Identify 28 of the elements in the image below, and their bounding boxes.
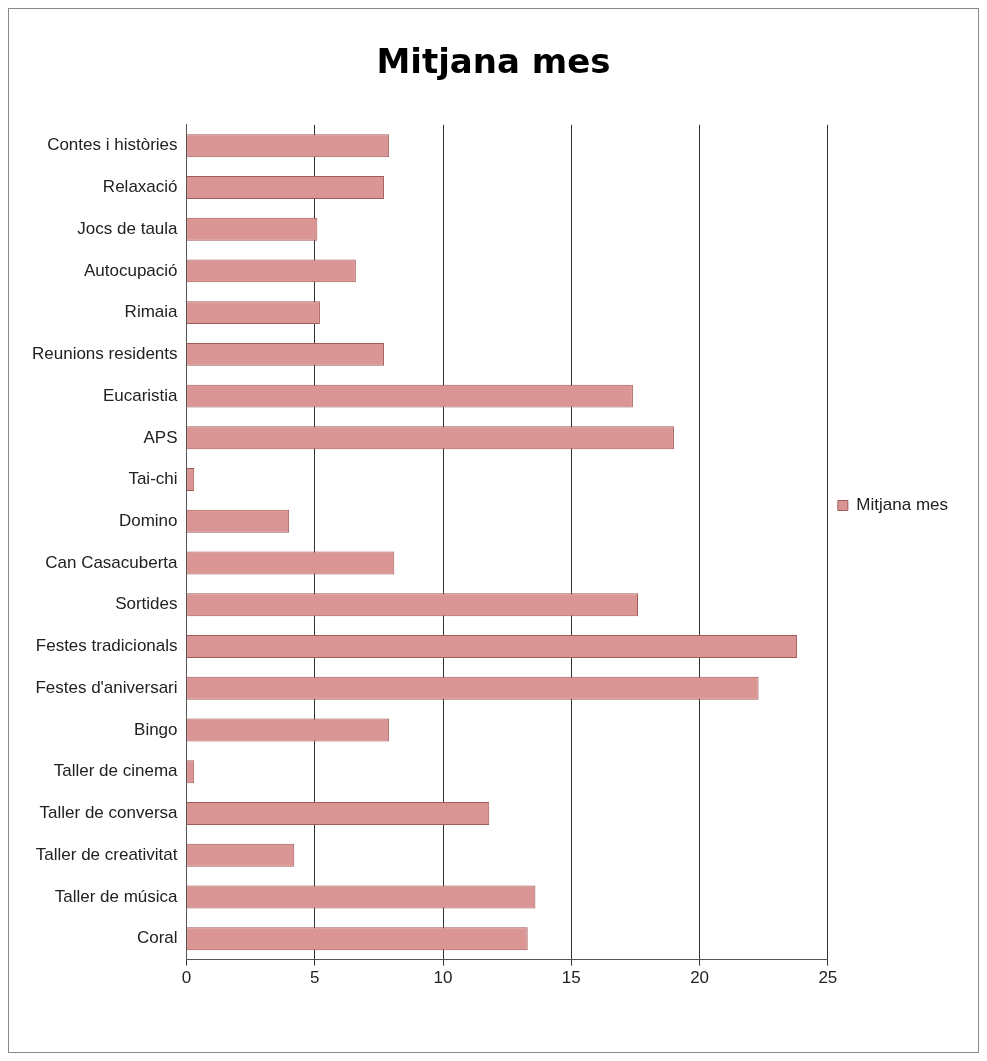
x-tick-label: 0 xyxy=(181,968,192,988)
y-tick-label: Sortides xyxy=(115,594,178,614)
y-tick-label: Taller de conversa xyxy=(39,803,179,823)
y-tick-label: Festes d'aniversari xyxy=(35,677,178,697)
y-tick-label: Festes tradicionals xyxy=(35,636,178,656)
y-tick-label: Taller de creativitat xyxy=(35,844,178,864)
y-tick-label: Jocs de taula xyxy=(77,218,179,238)
y-tick-label: Domino xyxy=(118,511,178,531)
x-tick-label: 10 xyxy=(433,968,453,988)
y-tick-label: Rimaia xyxy=(124,302,179,322)
x-tick-label: 15 xyxy=(561,968,581,988)
y-tick-label: Tai-chi xyxy=(128,469,178,489)
x-tick-label: 25 xyxy=(818,968,838,988)
y-tick-label: Contes i històries xyxy=(47,135,178,155)
y-tick-label: Reunions residents xyxy=(32,344,178,364)
legend-label: Mitjana mes xyxy=(856,495,948,515)
chart-title: Mitjana mes xyxy=(376,41,611,82)
y-tick-label: Relaxació xyxy=(102,177,178,197)
y-tick-label: Taller de cinema xyxy=(53,761,179,781)
y-tick-label: Eucaristia xyxy=(102,385,179,405)
x-tick-label: 20 xyxy=(690,968,710,988)
y-tick-label: Can Casacuberta xyxy=(45,552,179,572)
y-tick-label: Bingo xyxy=(134,719,178,739)
y-tick-label: APS xyxy=(143,427,178,447)
y-tick-label: Coral xyxy=(136,928,178,948)
y-tick-label: Autocupació xyxy=(83,260,178,280)
x-tick-label: 5 xyxy=(310,968,320,988)
y-tick-label: Taller de música xyxy=(54,886,179,906)
